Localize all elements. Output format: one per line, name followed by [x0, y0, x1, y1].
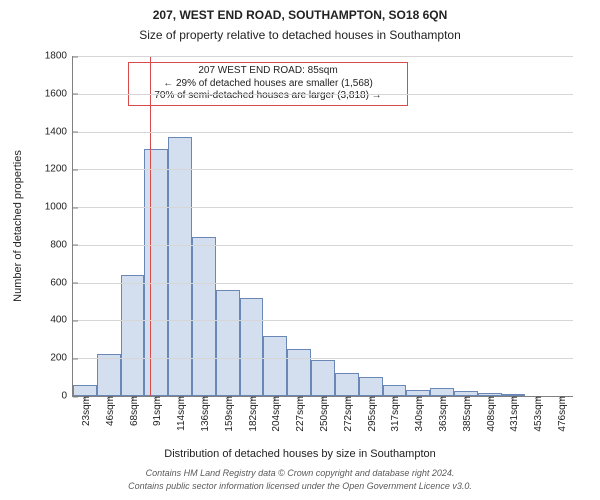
histogram-bar [311, 360, 335, 396]
gridline [73, 320, 573, 321]
histogram-bar [287, 349, 311, 396]
y-tick: 1600 [45, 88, 73, 99]
y-tick: 200 [50, 353, 73, 364]
gridline [73, 56, 573, 57]
histogram-bar [263, 336, 287, 396]
chart-title: 207, WEST END ROAD, SOUTHAMPTON, SO18 6Q… [0, 8, 600, 22]
footer-line-2: Contains public sector information licen… [0, 481, 600, 491]
y-tick: 400 [50, 315, 73, 326]
x-tick-label: 46sqm [105, 396, 116, 456]
gridline [73, 132, 573, 133]
histogram-bar [121, 275, 145, 396]
x-tick-label: 408sqm [486, 396, 497, 456]
plot-area: 207 WEST END ROAD: 85sqm← 29% of detache… [72, 56, 573, 397]
y-axis-label: Number of detached properties [12, 150, 24, 302]
histogram-bar [240, 298, 264, 396]
y-tick: 1400 [45, 126, 73, 137]
x-tick-label: 295sqm [367, 396, 378, 456]
x-tick-label: 453sqm [533, 396, 544, 456]
gridline [73, 169, 573, 170]
histogram-bar [192, 237, 216, 396]
x-tick-label: 363sqm [438, 396, 449, 456]
annotation-line: 207 WEST END ROAD: 85sqm [133, 65, 403, 78]
x-tick-label: 476sqm [557, 396, 568, 456]
x-tick-label: 204sqm [271, 396, 282, 456]
y-tick: 1000 [45, 202, 73, 213]
x-tick-label: 159sqm [224, 396, 235, 456]
histogram-bar [73, 385, 97, 396]
annotation-line: 70% of semi-detached houses are larger (… [133, 90, 403, 103]
annotation-box: 207 WEST END ROAD: 85sqm← 29% of detache… [128, 62, 408, 106]
gridline [73, 245, 573, 246]
x-tick-label: 68sqm [129, 396, 140, 456]
chart-subtitle: Size of property relative to detached ho… [0, 28, 600, 42]
gridline [73, 207, 573, 208]
x-tick-label: 227sqm [295, 396, 306, 456]
histogram-bar [383, 385, 407, 396]
footer-line-1: Contains HM Land Registry data © Crown c… [0, 468, 600, 478]
histogram-bar [97, 354, 121, 396]
gridline [73, 283, 573, 284]
x-tick-label: 23sqm [81, 396, 92, 456]
x-tick-label: 272sqm [343, 396, 354, 456]
x-tick-label: 136sqm [200, 396, 211, 456]
x-tick-label: 91sqm [152, 396, 163, 456]
x-tick-label: 182sqm [248, 396, 259, 456]
y-tick: 1800 [45, 51, 73, 62]
histogram-bar [359, 377, 383, 396]
bars-layer [73, 56, 573, 396]
y-tick: 1200 [45, 164, 73, 175]
histogram-bar [430, 388, 454, 396]
gridline [73, 358, 573, 359]
gridline [73, 94, 573, 95]
x-tick-label: 340sqm [414, 396, 425, 456]
histogram-bar [216, 290, 240, 396]
y-tick: 800 [50, 239, 73, 250]
x-tick-label: 114sqm [176, 396, 187, 456]
x-axis-label: Distribution of detached houses by size … [0, 448, 600, 460]
y-tick: 600 [50, 277, 73, 288]
histogram-bar [335, 373, 359, 396]
x-tick-label: 250sqm [319, 396, 330, 456]
annotation-line: ← 29% of detached houses are smaller (1,… [133, 78, 403, 91]
x-tick-label: 317sqm [390, 396, 401, 456]
x-tick-label: 431sqm [509, 396, 520, 456]
histogram-bar [168, 137, 192, 396]
y-tick: 0 [61, 391, 73, 402]
x-tick-label: 385sqm [462, 396, 473, 456]
chart-container: { "chart": { "type": "histogram", "title… [0, 0, 600, 500]
reference-marker [150, 56, 151, 396]
